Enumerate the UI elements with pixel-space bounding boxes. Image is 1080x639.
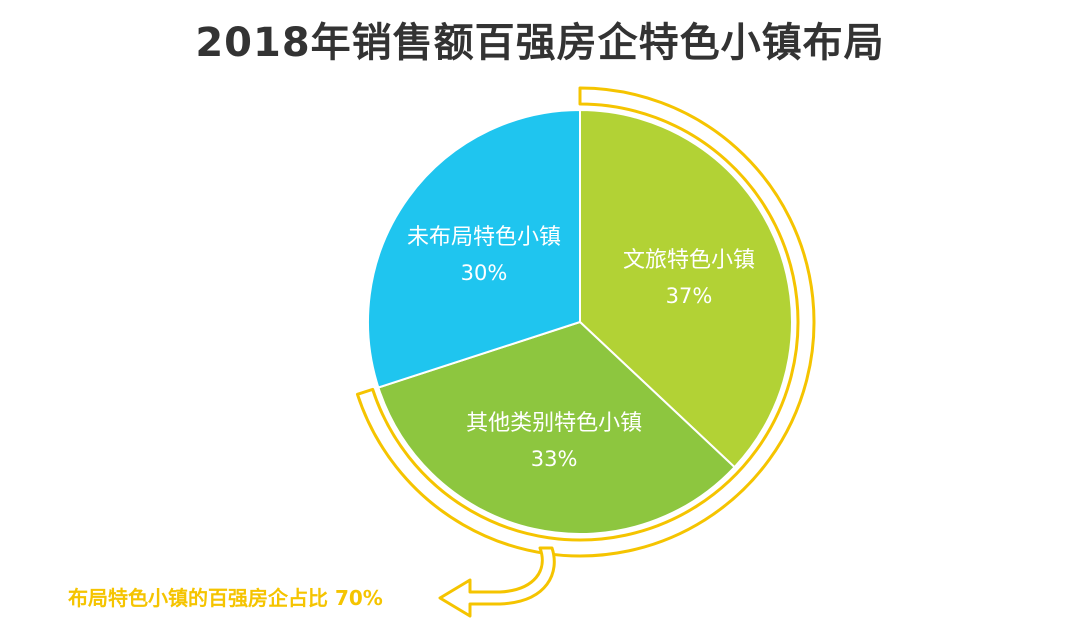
pie-slice xyxy=(579,108,793,469)
pie-slice xyxy=(377,320,736,535)
slice-label: 文旅特色小镇 xyxy=(623,248,755,273)
chart-title: 2018年销售额百强房企特色小镇布局 xyxy=(195,20,885,66)
slice-value-label: 37% xyxy=(666,284,713,308)
slice-label: 未布局特色小镇 xyxy=(407,225,561,250)
highlight-arc-band xyxy=(355,86,816,558)
pie-labels: 文旅特色小镇 37% 其他类别特色小镇 33% 未布局特色小镇 30% xyxy=(407,225,755,471)
slice-value-label: 30% xyxy=(461,261,508,285)
slice-label: 其他类别特色小镇 xyxy=(466,411,642,436)
callout-text: 布局特色小镇的百强房企占比 70% xyxy=(68,586,383,610)
highlight-arc xyxy=(355,86,816,618)
pie-slices xyxy=(367,108,793,535)
slice-value-label: 33% xyxy=(531,447,578,471)
callout-arrow xyxy=(438,546,556,618)
pie-slice xyxy=(367,108,581,389)
